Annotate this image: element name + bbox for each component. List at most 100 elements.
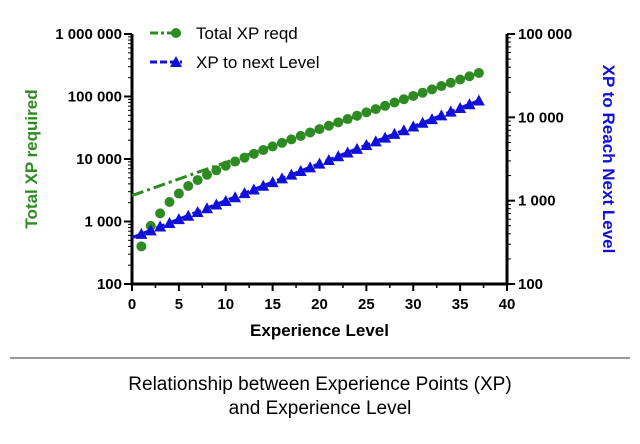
point-total-xp	[136, 241, 147, 252]
point-next-level	[426, 113, 438, 125]
point-total-xp	[239, 152, 250, 163]
point-next-level	[444, 105, 457, 117]
point-next-level	[135, 227, 148, 239]
legend-marker-total-xp	[171, 28, 181, 38]
point-total-xp	[183, 180, 194, 191]
point-next-level	[454, 101, 467, 113]
legend-marker-next-level	[170, 56, 182, 67]
point-total-xp	[436, 81, 447, 92]
point-next-level	[341, 146, 354, 158]
point-next-level	[360, 139, 373, 151]
point-next-level	[285, 168, 298, 180]
point-total-xp	[455, 74, 466, 85]
point-next-level	[379, 131, 392, 143]
point-next-level	[294, 164, 307, 176]
point-total-xp	[417, 87, 428, 98]
legend: Total XP reqd XP to next Level	[150, 24, 320, 72]
y-left-tick-label: 1 000 000	[55, 26, 122, 43]
x-tick-label: 25	[358, 296, 375, 313]
point-next-level	[416, 116, 429, 128]
y-axis-left-title: Total XP required	[22, 89, 41, 228]
point-next-level	[182, 209, 195, 221]
point-next-level	[172, 213, 185, 225]
point-next-level	[219, 195, 232, 207]
point-next-level	[322, 153, 335, 165]
caption-line-1: Relationship between Experience Points (…	[128, 374, 512, 395]
point-next-level	[191, 206, 204, 218]
point-next-level	[351, 142, 363, 154]
point-next-level	[332, 150, 345, 162]
point-total-xp	[286, 134, 297, 145]
point-next-level	[163, 216, 176, 228]
y-right-tick-label: 100 000	[518, 26, 572, 43]
fit-line-next-level	[131, 99, 480, 240]
x-axis-title: Experience Level	[250, 321, 389, 340]
point-total-xp	[398, 94, 409, 105]
point-next-level	[304, 161, 317, 173]
point-total-xp	[314, 124, 325, 135]
point-total-xp	[295, 130, 306, 141]
point-next-level	[144, 224, 157, 236]
point-next-level	[266, 176, 279, 188]
x-tick-label: 35	[452, 296, 469, 313]
point-total-xp	[427, 84, 437, 95]
point-total-xp	[230, 156, 241, 167]
point-total-xp	[361, 107, 372, 118]
point-next-level	[435, 109, 448, 121]
point-total-xp	[342, 114, 353, 125]
y-right-tick-label: 100	[518, 276, 543, 293]
x-tick-label: 30	[405, 296, 422, 313]
legend-label-next-level: XP to next Level	[196, 53, 320, 72]
point-total-xp	[173, 188, 184, 199]
caption-line-2: and Experience Level	[228, 398, 412, 419]
point-total-xp	[220, 160, 231, 171]
fit-lines	[131, 71, 480, 240]
point-total-xp	[305, 127, 316, 138]
point-next-level	[463, 98, 476, 110]
point-total-xp	[408, 90, 419, 101]
point-next-level	[247, 183, 260, 195]
point-total-xp	[164, 197, 175, 208]
point-total-xp	[267, 141, 278, 152]
point-next-level	[276, 172, 288, 184]
point-total-xp	[333, 117, 344, 128]
point-next-level	[369, 135, 382, 147]
x-tick-label: 40	[499, 296, 516, 313]
point-next-level	[388, 127, 401, 139]
point-total-xp	[155, 208, 166, 219]
point-next-level	[210, 198, 223, 210]
point-total-xp	[380, 100, 391, 111]
point-total-xp	[389, 97, 400, 108]
y-left-tick-label: 1 000	[84, 214, 122, 231]
x-tick-label: 0	[128, 296, 136, 313]
y-left-tick-label: 10 000	[76, 151, 122, 168]
y-axis-right-title: XP to Reach Next Level	[599, 65, 618, 254]
x-tick-label: 10	[217, 296, 234, 313]
point-total-xp	[445, 77, 456, 88]
point-next-level	[229, 191, 242, 203]
point-next-level	[472, 94, 485, 106]
point-total-xp	[370, 104, 381, 115]
x-tick-label: 5	[175, 296, 183, 313]
y-left-tick-label: 100 000	[68, 89, 122, 106]
point-total-xp	[277, 137, 287, 148]
divider	[10, 357, 630, 359]
point-total-xp	[473, 67, 484, 78]
point-next-level	[154, 220, 167, 232]
point-next-level	[238, 187, 251, 199]
point-total-xp	[202, 169, 212, 180]
point-next-level	[397, 124, 410, 136]
x-tick-label: 20	[311, 296, 328, 313]
point-total-xp	[248, 148, 259, 159]
y-right-tick-label: 1 000	[518, 193, 556, 210]
point-next-level	[257, 179, 270, 191]
y-right-tick-label: 10 000	[518, 109, 564, 126]
legend-label-total-xp: Total XP reqd	[196, 24, 298, 43]
point-total-xp	[258, 145, 269, 156]
y-left-tick-label: 100	[97, 276, 122, 293]
point-next-level	[407, 120, 420, 132]
x-tick-label: 15	[264, 296, 281, 313]
point-total-xp	[352, 110, 362, 121]
